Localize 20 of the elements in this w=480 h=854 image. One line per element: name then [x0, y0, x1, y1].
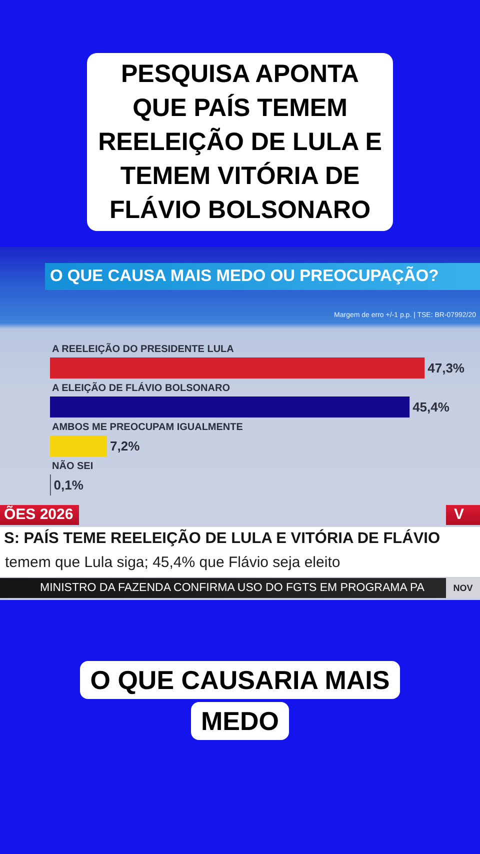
- data-label: 0,1%: [54, 478, 84, 493]
- bar: [50, 357, 425, 379]
- chart-subtitle: O QUE CAUSA MAIS MEDO OU PREOCUPAÇÃO?: [45, 263, 480, 290]
- y-tick-label: NÃO SEI: [52, 460, 94, 472]
- y-tick-label: A ELEIÇÃO DE FLÁVIO BOLSONARO: [52, 382, 230, 394]
- y-tick-label: A REELEIÇÃO DO PRESIDENTE LULA: [52, 343, 234, 356]
- data-label: 7,2%: [110, 438, 140, 454]
- bar: [50, 435, 108, 457]
- text: O QUE CAUSARIA MAIS MEDO: [80, 661, 400, 740]
- y-tick-label: AMBOS ME PREOCUPAM IGUALMENTE: [52, 422, 244, 434]
- data-label: 45,4%: [412, 400, 450, 415]
- text: MINISTRO DA FAZENDA CONFIRMA USO DO FGTS EM PROGRAMA PA: [40, 581, 424, 596]
- chart-title: PESQUISA APONTA QUE PAÍS TEMEM REELEIÇÃO DE LULA E TEMEM VITÓRIA DE FLÁVIO BOLSONARO: [87, 53, 393, 231]
- text: ÕES 2026: [0, 505, 80, 525]
- data-label: 47,3%: [428, 360, 465, 376]
- text: V: [446, 505, 480, 525]
- text: temem que Lula siga; 45,4% que Flávio seja eleito: [5, 553, 340, 573]
- text: S: PAÍS TEME REELEIÇÃO DE LULA E VITÓRIA DE FLÁVIO: [4, 529, 440, 549]
- bar: [50, 396, 410, 418]
- text: NOV: [446, 578, 480, 598]
